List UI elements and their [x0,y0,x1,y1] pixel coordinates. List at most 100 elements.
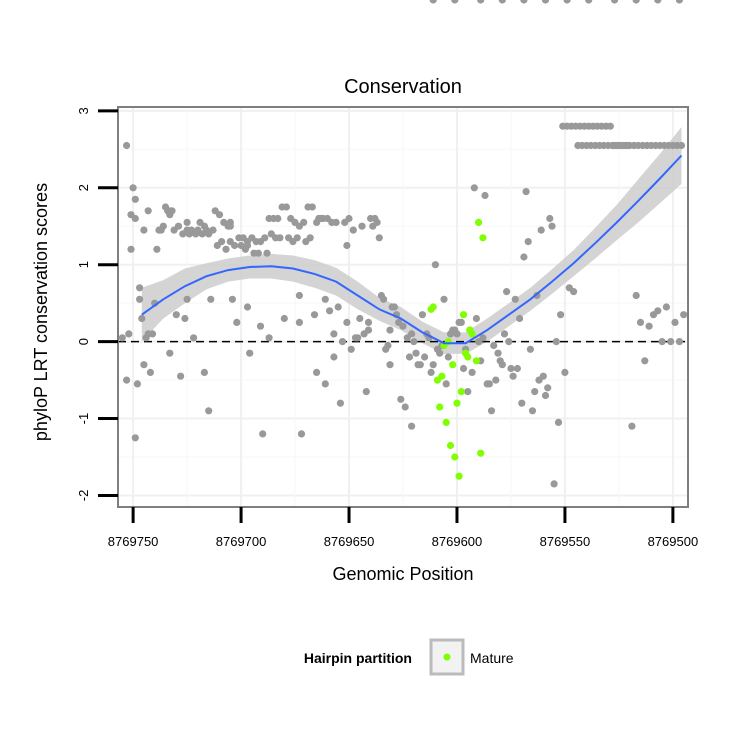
mature-point [438,372,446,380]
background-point [386,361,394,369]
background-point [498,361,506,369]
background-point [472,314,480,323]
legend-key-box [429,638,465,676]
background-point [401,403,409,411]
x-tick-label: 8769550 [540,534,591,549]
background-point [345,214,353,223]
background-point [373,218,381,226]
background-point [351,334,360,342]
background-point [321,380,329,388]
background-point [144,207,152,215]
background-point [477,0,485,4]
background-point [308,203,316,211]
background-point [125,330,133,338]
background-point [544,384,552,392]
background-point [153,245,161,253]
background-point [606,122,614,130]
background-point [675,338,684,346]
background-point [347,345,355,353]
background-point [358,222,366,230]
background-point [451,0,459,4]
grid-lines [118,107,688,507]
background-point [537,226,545,234]
mature-point [453,399,461,407]
background-point [382,345,390,353]
background-point [127,245,135,253]
background-point [131,214,139,223]
background-point [541,0,550,4]
y-tick-label: 2 [76,184,91,191]
background-point [310,311,319,319]
background-point [200,368,208,376]
mature-point [462,349,470,357]
background-point [166,349,174,357]
background-point [317,214,325,223]
background-point [516,314,524,323]
background-point [390,303,398,311]
background-point [546,214,554,223]
confidence-band [141,127,682,354]
x-tick-label: 8769700 [216,534,267,549]
background-point [233,318,241,326]
background-point [492,376,500,384]
background-point [585,0,593,4]
background-point [464,388,472,396]
background-point [215,211,224,219]
background-point [179,230,187,238]
background-point [265,334,273,342]
background-point [336,399,344,407]
background-point [671,318,679,326]
background-point [129,184,137,192]
mature-point [436,403,444,411]
background-point [628,422,636,430]
background-point [677,141,686,150]
background-point [136,284,144,292]
background-point [332,218,340,226]
mature-point [459,311,468,319]
mature-point [466,326,474,334]
background-point [356,314,364,323]
background-point [136,295,144,303]
x-tick-label: 8769750 [108,534,159,549]
background-point [494,349,502,357]
background-point [485,380,493,388]
y-tick-label: 0 [76,338,91,345]
background-point [293,234,301,242]
background-point [133,380,141,388]
background-point [276,234,284,242]
background-point [205,407,213,415]
background-point [209,226,217,234]
background-points [118,0,688,488]
background-point [557,311,565,319]
background-point [505,338,513,346]
x-axis: 8769750 8769700 8769650 8769600 8769550 87695… [108,507,698,549]
background-point [343,241,351,250]
plot-border [117,106,689,508]
background-point [654,307,662,315]
legend-key-mature [443,653,451,661]
background-point [166,207,174,215]
background-point [118,334,126,342]
background-point [623,141,632,150]
background-point [131,434,139,442]
background-point [190,334,198,342]
background-point [570,288,578,296]
background-point [429,0,437,4]
x-tick-label: 8769650 [324,534,375,549]
mature-point [449,361,457,369]
background-point [662,303,671,311]
background-point [364,326,373,334]
chart-title: Conservation [344,76,462,98]
background-point [263,249,271,257]
background-point [131,195,139,203]
x-tick-label: 8769600 [432,534,483,549]
background-point [500,330,509,338]
background-point [330,353,338,361]
background-point [563,0,571,4]
y-tick-label: -2 [76,490,91,502]
x-tick-label: 8769500 [648,534,699,549]
background-point [429,361,437,369]
mature-point [451,453,459,461]
background-point [334,303,342,311]
background-point [490,341,498,350]
